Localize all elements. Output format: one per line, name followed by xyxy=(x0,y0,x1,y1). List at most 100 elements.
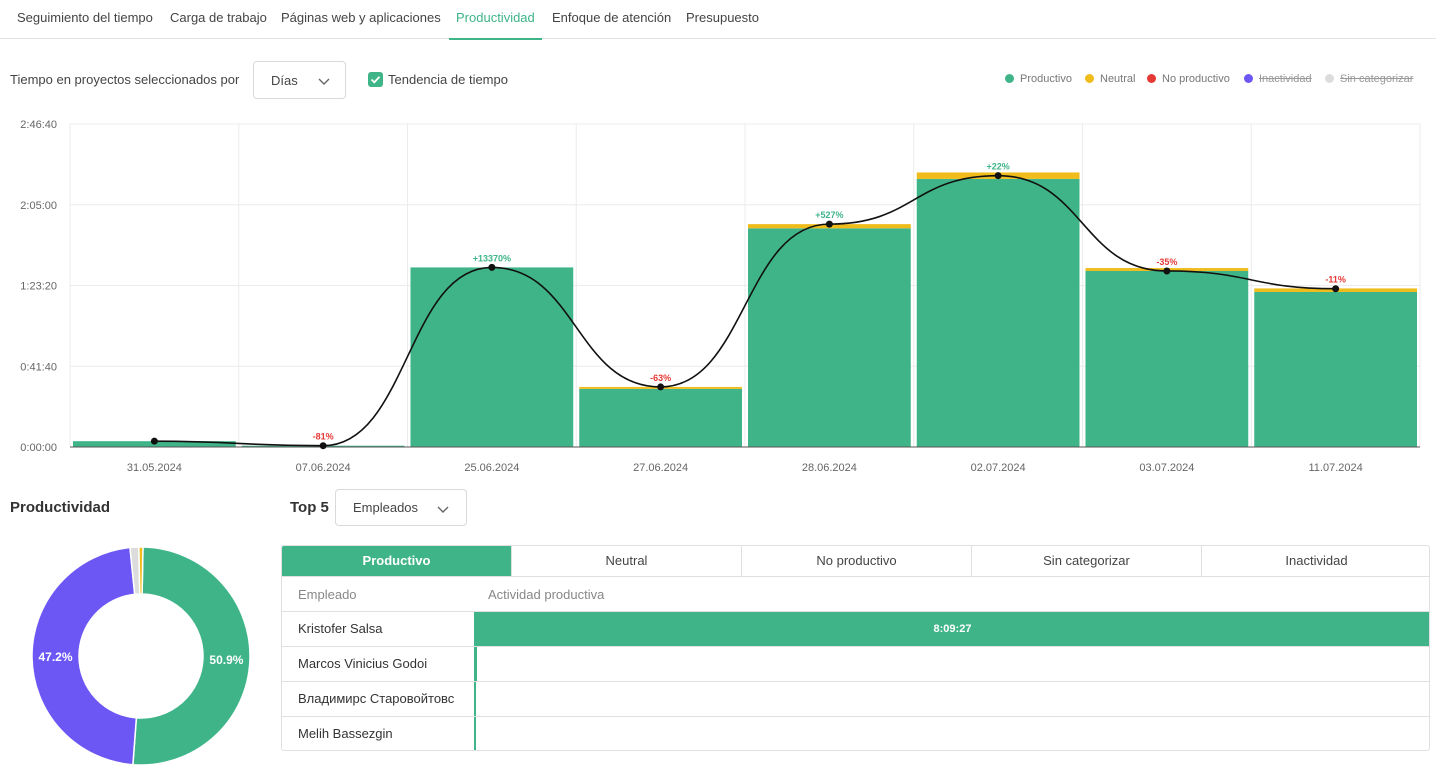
table-row[interactable]: Kristofer Salsa 8:09:27 xyxy=(282,612,1429,647)
legend-label: Inactividad xyxy=(1259,73,1312,85)
group-by-value: Días xyxy=(271,73,298,88)
legend-inactivity[interactable]: Inactividad xyxy=(1244,73,1312,85)
tab-workload[interactable]: Carga de trabajo xyxy=(170,10,267,25)
x-tick-label: 03.07.2024 xyxy=(1139,462,1194,474)
activity-bar xyxy=(474,682,476,716)
y-tick-label: 1:23:20 xyxy=(20,281,57,293)
trend-change-label: +527% xyxy=(815,210,843,220)
trend-change-label: +22% xyxy=(986,162,1009,172)
bar-productivo[interactable] xyxy=(1085,270,1249,447)
group-by-label: Tiempo en proyectos seleccionados por xyxy=(10,72,240,87)
y-tick-label: 2:05:00 xyxy=(20,200,57,212)
legend-label: Productivo xyxy=(1020,73,1072,85)
tab-attention-focus[interactable]: Enfoque de atención xyxy=(552,10,672,25)
donut-slice-inactividad[interactable] xyxy=(31,546,138,766)
trend-point[interactable] xyxy=(825,220,833,228)
y-tick-label: 0:41:40 xyxy=(20,361,57,373)
legend-label: Sin categorizar xyxy=(1340,73,1414,85)
trend-change-label: -35% xyxy=(1156,257,1177,267)
donut-slice-productivo[interactable] xyxy=(132,546,251,766)
chevron-down-icon xyxy=(436,502,450,519)
x-tick-label: 07.06.2024 xyxy=(296,462,351,474)
bar-productivo[interactable] xyxy=(579,388,742,447)
column-header-employee: Empleado xyxy=(298,587,357,602)
trend-checkbox[interactable] xyxy=(368,72,383,87)
employee-name: Marcos Vinicius Godoi xyxy=(298,656,428,671)
tab-websites-apps[interactable]: Páginas web y aplicaciones xyxy=(281,10,441,25)
trend-point[interactable] xyxy=(1332,285,1340,293)
tab-budget[interactable]: Presupuesto xyxy=(686,10,759,25)
x-tick-label: 28.06.2024 xyxy=(802,462,857,474)
donut-percent-label: 47.2% xyxy=(38,650,72,664)
trend-change-label: +13370% xyxy=(473,253,511,263)
legend-dot-icon xyxy=(1085,74,1094,83)
group-by-dropdown[interactable]: Días xyxy=(253,61,346,99)
tab-time-tracking[interactable]: Seguimiento del tiempo xyxy=(17,10,153,25)
tab-bar: Seguimiento del tiempo Carga de trabajo … xyxy=(0,0,1436,40)
table-header: Empleado Actividad productiva xyxy=(282,577,1429,612)
bar-productivo[interactable] xyxy=(916,178,1080,447)
table-row[interactable]: Владимирс Старовойтовс xyxy=(282,682,1429,717)
legend-dot-icon xyxy=(1005,74,1014,83)
trend-point[interactable] xyxy=(488,263,496,271)
segment-productive[interactable]: Productivo xyxy=(282,546,511,576)
legend-dot-icon xyxy=(1325,74,1334,83)
productivity-donut-chart: 50.9% 47.2% xyxy=(31,546,251,766)
donut-percent-label: 50.9% xyxy=(209,653,243,667)
chart-grid xyxy=(69,123,1421,448)
trend-change-label: -81% xyxy=(313,432,334,442)
chevron-down-icon xyxy=(317,74,331,91)
trend-point[interactable] xyxy=(150,437,158,445)
legend-unproductive[interactable]: No productivo xyxy=(1147,73,1230,85)
top5-entity-dropdown[interactable]: Empleados xyxy=(335,489,467,526)
segment-unproductive[interactable]: No productivo xyxy=(741,546,971,576)
trend-line xyxy=(154,174,1336,447)
legend-label: Neutral xyxy=(1100,73,1136,85)
top5-table: Productivo Neutral No productivo Sin cat… xyxy=(281,545,1430,751)
productivity-bar-chart: 0:00:00 0:41:40 1:23:20 2:05:00 2:46:40 31.05… xyxy=(20,119,1421,474)
employee-name: Melih Bassezgin xyxy=(298,726,393,741)
table-row[interactable]: Marcos Vinicius Godoi xyxy=(282,647,1429,682)
trend-point[interactable] xyxy=(319,442,327,450)
legend-neutral[interactable]: Neutral xyxy=(1085,73,1135,85)
trend-point[interactable] xyxy=(994,172,1002,180)
activity-bar xyxy=(474,717,476,750)
x-tick-label: 02.07.2024 xyxy=(971,462,1026,474)
y-tick-label: 0:00:00 xyxy=(20,442,57,454)
employee-name: Kristofer Salsa xyxy=(298,621,383,636)
legend-label: No productivo xyxy=(1162,73,1230,85)
activity-bar: 8:09:27 xyxy=(474,612,1429,646)
category-segmented-control: Productivo Neutral No productivo Sin cat… xyxy=(282,546,1429,577)
activity-bar xyxy=(474,647,477,681)
bar-productivo[interactable] xyxy=(410,267,574,447)
top5-entity-value: Empleados xyxy=(353,500,419,515)
legend-dot-icon xyxy=(1244,74,1253,83)
trend-label[interactable]: Tendencia de tiempo xyxy=(388,72,508,87)
legend-uncategorized[interactable]: Sin categorizar xyxy=(1325,73,1413,85)
trend-change-label: -63% xyxy=(650,373,671,383)
bar-series xyxy=(73,172,1417,447)
donut-slice-neutral[interactable] xyxy=(138,546,144,595)
segment-inactivity[interactable]: Inactividad xyxy=(1201,546,1429,576)
bar-productivo[interactable] xyxy=(1254,291,1417,447)
trend-point[interactable] xyxy=(657,383,665,391)
segment-neutral[interactable]: Neutral xyxy=(511,546,741,576)
tab-productivity[interactable]: Productividad xyxy=(449,0,542,40)
top5-label: Top 5 xyxy=(290,499,329,516)
productivity-title: Productividad xyxy=(10,499,111,516)
legend-productive[interactable]: Productivo xyxy=(1005,73,1072,85)
column-header-activity: Actividad productiva xyxy=(488,587,605,602)
x-tick-label: 25.06.2024 xyxy=(464,462,519,474)
table-row[interactable]: Melih Bassezgin xyxy=(282,717,1429,750)
x-tick-label: 11.07.2024 xyxy=(1309,462,1363,474)
segment-uncategorized[interactable]: Sin categorizar xyxy=(971,546,1201,576)
legend-dot-icon xyxy=(1147,74,1156,83)
check-icon xyxy=(370,76,381,84)
employee-name: Владимирс Старовойтовс xyxy=(298,691,455,706)
bar-productivo[interactable] xyxy=(748,228,911,447)
trend-point[interactable] xyxy=(1163,267,1171,275)
x-tick-label: 27.06.2024 xyxy=(633,462,688,474)
y-tick-label: 2:46:40 xyxy=(20,119,57,131)
trend-change-label: -11% xyxy=(1325,275,1346,285)
x-tick-label: 31.05.2024 xyxy=(127,462,182,474)
